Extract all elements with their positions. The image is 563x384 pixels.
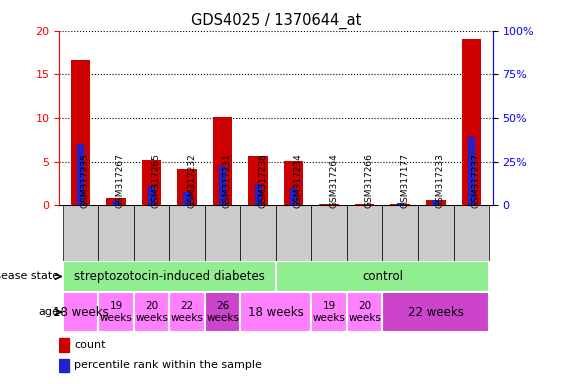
Bar xyxy=(62,261,276,292)
Bar xyxy=(391,204,410,205)
Bar xyxy=(254,184,262,205)
Text: streptozotocin-induced diabetes: streptozotocin-induced diabetes xyxy=(74,270,265,283)
Bar xyxy=(311,292,347,332)
Bar xyxy=(62,205,98,261)
Text: GSM317232: GSM317232 xyxy=(187,154,196,208)
Text: 22
weeks: 22 weeks xyxy=(171,301,203,323)
Bar xyxy=(77,144,84,205)
Text: GSM317267: GSM317267 xyxy=(116,153,125,208)
Text: control: control xyxy=(362,270,403,283)
Text: GSM317265: GSM317265 xyxy=(151,153,160,208)
Bar xyxy=(319,204,339,205)
Bar xyxy=(134,205,169,261)
Bar xyxy=(248,156,268,205)
Bar xyxy=(134,292,169,332)
Bar xyxy=(276,205,311,261)
Bar xyxy=(113,201,119,205)
Title: GDS4025 / 1370644_at: GDS4025 / 1370644_at xyxy=(191,13,361,29)
Bar xyxy=(468,137,475,205)
Text: 18 weeks: 18 weeks xyxy=(52,306,108,318)
Bar xyxy=(59,359,69,372)
Text: 20
weeks: 20 weeks xyxy=(135,301,168,323)
Text: GSM317177: GSM317177 xyxy=(400,153,409,208)
Bar xyxy=(347,205,382,261)
Bar xyxy=(106,198,126,205)
Text: GSM317231: GSM317231 xyxy=(222,153,231,208)
Bar xyxy=(382,292,489,332)
Bar xyxy=(71,60,90,205)
Text: GSM317234: GSM317234 xyxy=(294,154,303,208)
Text: 19
weeks: 19 weeks xyxy=(312,301,346,323)
Bar xyxy=(205,292,240,332)
Bar xyxy=(426,200,445,205)
Text: 18 weeks: 18 weeks xyxy=(248,306,304,318)
Bar xyxy=(142,160,161,205)
Bar xyxy=(432,200,439,205)
Bar xyxy=(382,205,418,261)
Bar xyxy=(169,205,205,261)
Bar xyxy=(240,205,276,261)
Text: 20
weeks: 20 weeks xyxy=(348,301,381,323)
Bar xyxy=(347,292,382,332)
Bar xyxy=(62,292,98,332)
Bar xyxy=(355,204,374,205)
Bar xyxy=(397,203,404,205)
Bar xyxy=(290,188,297,205)
Bar xyxy=(98,205,134,261)
Bar xyxy=(98,292,134,332)
Text: GSM317237: GSM317237 xyxy=(471,153,480,208)
Text: GSM317233: GSM317233 xyxy=(436,153,445,208)
Text: percentile rank within the sample: percentile rank within the sample xyxy=(74,360,262,370)
Bar xyxy=(311,205,347,261)
Bar xyxy=(177,169,197,205)
Bar xyxy=(184,192,191,205)
Bar xyxy=(276,261,489,292)
Text: disease state: disease state xyxy=(0,271,59,281)
Text: GSM317235: GSM317235 xyxy=(81,153,90,208)
Bar xyxy=(284,161,303,205)
Text: GSM317266: GSM317266 xyxy=(365,153,374,208)
Text: GSM317236: GSM317236 xyxy=(258,153,267,208)
Bar xyxy=(213,117,233,205)
Bar xyxy=(59,338,69,352)
Text: count: count xyxy=(74,340,106,350)
Text: 26
weeks: 26 weeks xyxy=(206,301,239,323)
Bar xyxy=(205,205,240,261)
Bar xyxy=(169,292,205,332)
Text: 19
weeks: 19 weeks xyxy=(100,301,132,323)
Bar xyxy=(462,40,481,205)
Text: age: age xyxy=(38,307,59,317)
Bar xyxy=(418,205,454,261)
Bar xyxy=(454,205,489,261)
Text: 22 weeks: 22 weeks xyxy=(408,306,464,318)
Bar xyxy=(240,292,311,332)
Text: GSM317264: GSM317264 xyxy=(329,154,338,208)
Bar xyxy=(148,186,155,205)
Bar xyxy=(219,166,226,205)
